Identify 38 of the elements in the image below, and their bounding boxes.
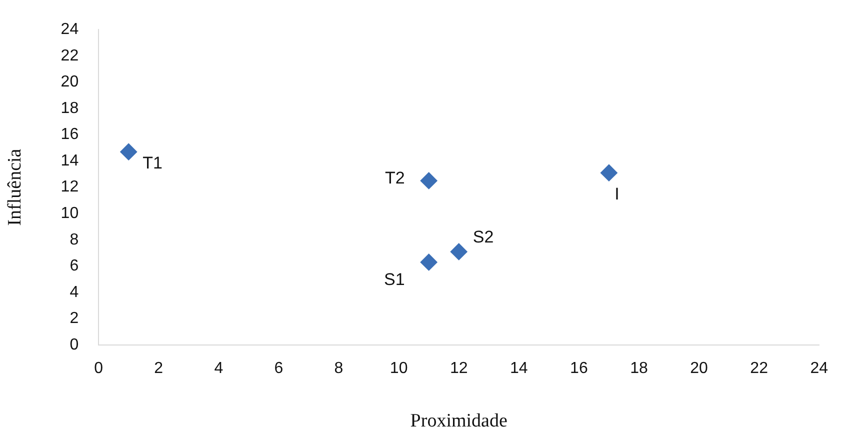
y-tick-label: 20 [60,74,79,91]
annotation: T1 [142,154,162,173]
x-tick-label: 24 [810,360,828,378]
point [450,243,468,260]
x-tick-label: 16 [570,360,588,378]
y-tick-label: 4 [70,284,79,301]
x-axis-title: Proximidade [410,410,508,432]
x-tick-label: 12 [450,360,468,378]
y-tick-label: 22 [60,47,79,64]
y-tick-label: 24 [60,21,79,38]
point [420,172,438,190]
point [120,143,138,160]
x-tick-label: 6 [274,360,284,378]
y-tick-label: 0 [70,336,79,354]
y-tick-label: 6 [70,258,79,275]
annotation: S1 [384,270,405,289]
y-tick-label: 14 [60,152,79,170]
x-tick-label: 14 [510,360,528,378]
x-tick-label: 18 [630,360,648,378]
x-tick-label: 4 [214,360,224,378]
annotation: T2 [384,168,405,188]
annotation: I [614,184,620,204]
x-tick-label: 0 [94,360,104,378]
x-tick-label: 8 [334,360,344,378]
x-tick-label: 10 [390,360,408,378]
y-tick-label: 16 [60,126,79,144]
y-tick-label: 8 [70,231,79,248]
y-tick-label: 10 [60,204,79,222]
x-tick-label: 22 [750,360,768,378]
x-tick-label: 2 [154,360,164,378]
x-tick-label: 20 [690,360,708,378]
point [600,164,618,182]
y-tick-label: 18 [60,100,79,117]
annotation: S2 [472,227,494,246]
y-tick-label: 2 [70,310,79,328]
y-axis-title: Influência [4,148,26,226]
y-tick-label: 12 [60,178,79,196]
point [420,254,438,271]
